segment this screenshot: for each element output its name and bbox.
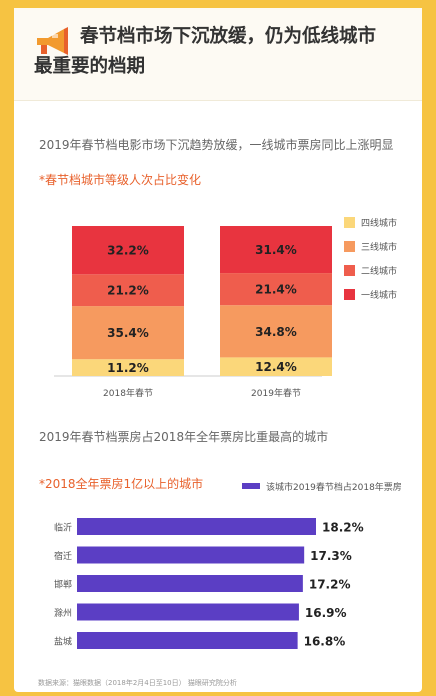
legend-label-tier2: 二线城市 [361, 267, 398, 277]
stack-segment [220, 273, 332, 306]
data-label: 11.2% [107, 361, 149, 375]
infographic-card: 春节档市场下沉放缓，仍为低线城市 最重要的档期 2019年春节档电影市场下沉趋势… [14, 8, 422, 692]
stacked-bar-chart: 11.2% 35.4% 21.2% 32.2% 2018年春节 12.4% 34.8% 21.… [54, 226, 332, 399]
header: 春节档市场下沉放缓，仍为低线城市 最重要的档期 [14, 8, 422, 101]
legend-item-tier1: 一线城市 [344, 288, 397, 301]
legend-swatch-tier2 [344, 265, 355, 276]
section2-subtitle: *2018全年票房1亿以上的城市 [39, 477, 204, 491]
section1-subtitle: *春节档城市等级人次占比变化 [39, 173, 202, 187]
data-label: 31.4% [255, 243, 297, 257]
horizontal-bar-chart: 临沂 18.2% 宿迁 17.3% 邯郸 17.2% 滁州 16.9% 盐城 16.8% [54, 518, 364, 649]
hbar [77, 632, 298, 649]
legend-swatch-bar [242, 483, 260, 489]
legend-item-tier3: 三线城市 [344, 240, 397, 253]
y-tick-label: 宿迁 [54, 550, 72, 562]
data-label: 34.8% [255, 325, 297, 339]
data-label: 32.2% [107, 244, 149, 258]
data-label: 12.4% [255, 360, 297, 374]
data-label: 18.2% [322, 521, 364, 535]
data-label: 17.2% [309, 578, 351, 592]
y-tick-label: 滁州 [54, 608, 72, 619]
legend-label-tier4: 四线城市 [361, 219, 398, 229]
megaphone-icon [37, 27, 68, 55]
legend-swatch-tier1 [344, 289, 355, 300]
legend-label-tier1: 一线城市 [361, 291, 398, 301]
legend-label-tier3: 三线城市 [361, 243, 398, 253]
legend-item-tier2: 二线城市 [344, 264, 397, 277]
hbar [77, 603, 299, 621]
data-label: 21.4% [255, 283, 297, 297]
y-tick-label: 邯郸 [54, 579, 72, 591]
stack-segment [72, 306, 184, 360]
title-line-1: 春节档市场下沉放缓，仍为低线城市 [80, 26, 377, 47]
hbar [77, 518, 316, 535]
data-label: 17.3% [310, 549, 352, 563]
data-label: 35.4% [107, 326, 149, 340]
hbar [77, 546, 305, 564]
data-label: 16.9% [305, 606, 347, 620]
data-label: 21.2% [107, 284, 149, 298]
hbar-chart-legend: 该城市2019春节档占2018年票房 [242, 480, 402, 493]
legend-swatch-tier3 [344, 241, 355, 252]
y-tick-label: 盐城 [54, 636, 72, 648]
data-source-note: 数据来源：猫眼数据（2018年2月4日至10日） 猫眼研究院分析 [38, 679, 237, 687]
stack-segment [72, 359, 184, 376]
stack-segment [72, 274, 184, 307]
legend-item-tier4: 四线城市 [344, 216, 397, 229]
hbar [77, 575, 303, 592]
page-title: 春节档市场下沉放缓，仍为低线城市 最重要的档期 [34, 22, 410, 82]
x-tick-label: 2018年春节 [103, 387, 153, 399]
stack-segment [220, 305, 332, 358]
x-tick-label: 2019年春节 [251, 387, 301, 399]
stack-segment [72, 226, 184, 275]
legend-label-bar: 该城市2019春节档占2018年票房 [266, 483, 402, 493]
section2-title: 2019年春节档票房占2018年全年票房比重最高的城市 [39, 430, 329, 444]
y-tick-label: 临沂 [54, 522, 72, 534]
legend-swatch-tier4 [344, 217, 355, 228]
title-line-2: 最重要的档期 [34, 56, 146, 77]
stack-segment [220, 226, 332, 274]
data-label: 16.8% [304, 635, 346, 649]
stack-segment [220, 357, 332, 376]
section1-title: 2019年春节档电影市场下沉趋势放缓，一线城市票房同比上涨明显 [39, 138, 394, 152]
